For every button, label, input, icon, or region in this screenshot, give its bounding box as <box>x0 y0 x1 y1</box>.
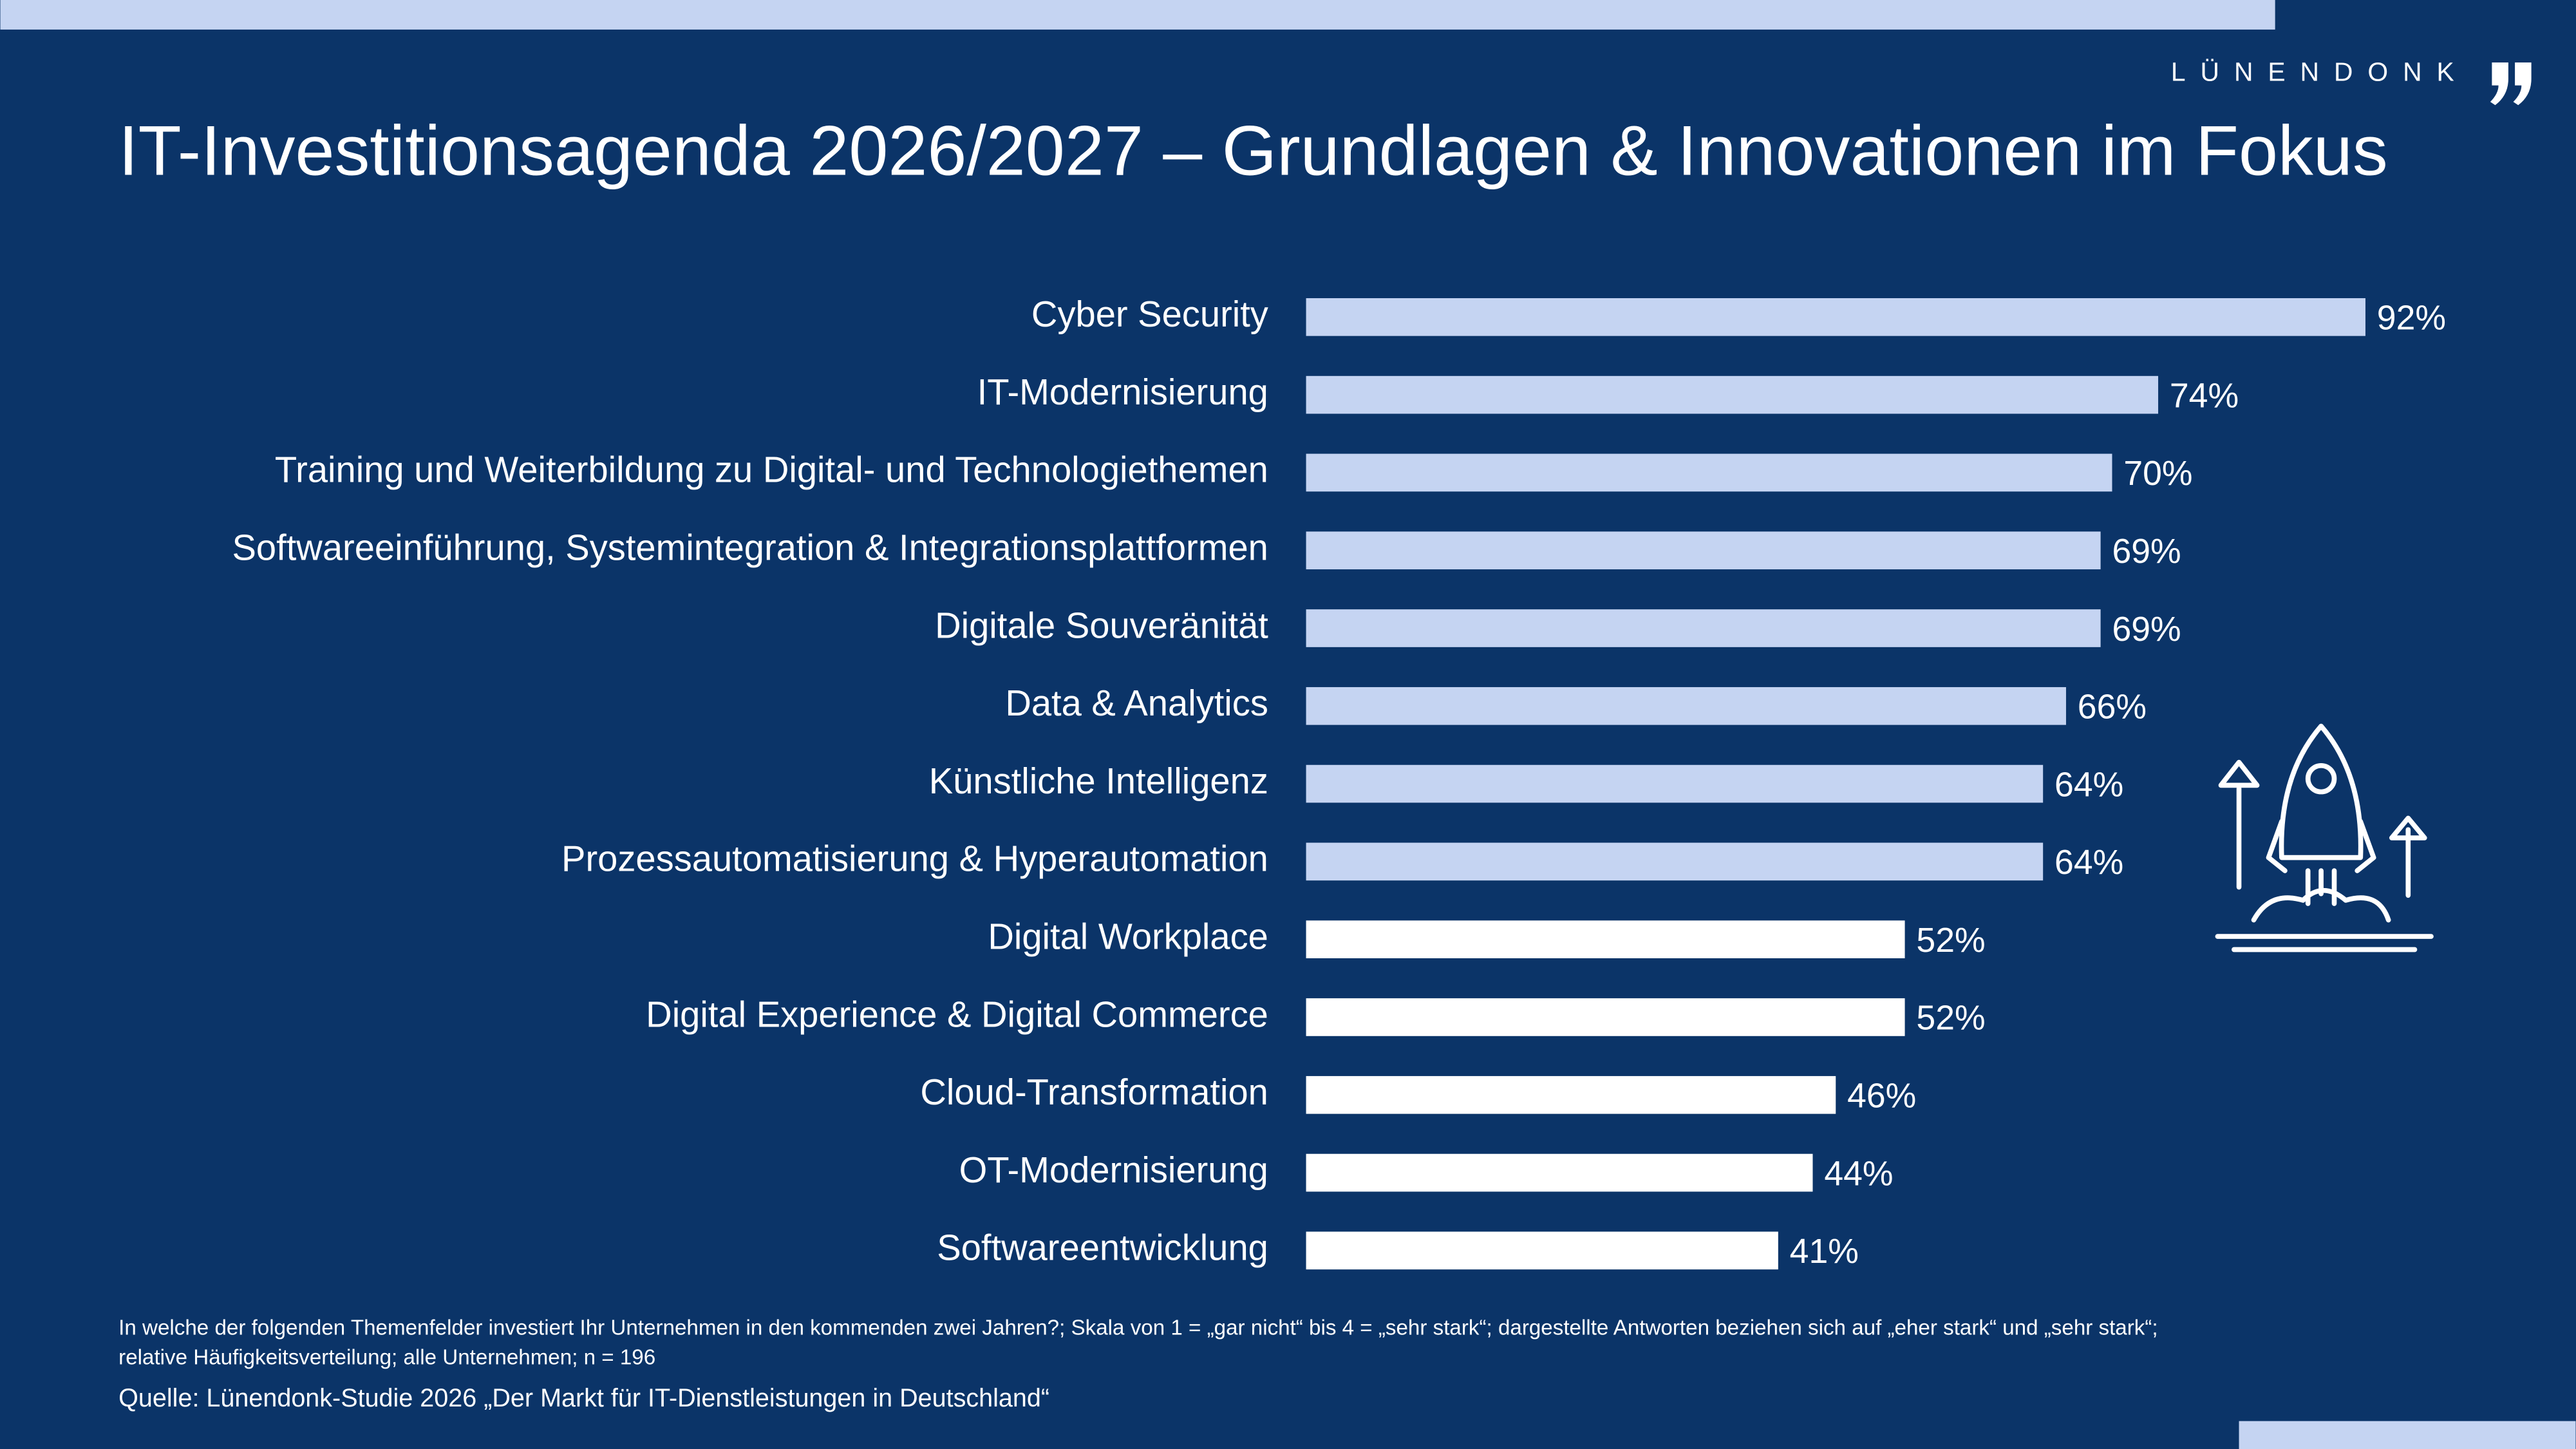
category-label: Data & Analytics <box>1005 683 1268 723</box>
note-line: relative Häufigkeitsverteilung; alle Unt… <box>118 1345 655 1369</box>
value-label: 66% <box>2078 688 2147 726</box>
value-label: 64% <box>2054 766 2123 804</box>
category-label: Prozessautomatisierung & Hyperautomation <box>561 838 1268 879</box>
category-label: Digital Experience & Digital Commerce <box>646 994 1268 1034</box>
value-label: 52% <box>1916 999 1985 1037</box>
value-label: 41% <box>1790 1233 1859 1271</box>
category-label: OT-Modernisierung <box>959 1150 1268 1190</box>
bar <box>1306 375 2159 414</box>
value-label: 64% <box>2054 844 2123 882</box>
bar <box>1306 609 2101 647</box>
source: Quelle: Lünendonk-Studie 2026 „Der Markt… <box>118 1384 1049 1412</box>
category-label: Cloud-Transformation <box>920 1072 1268 1112</box>
value-label: 46% <box>1847 1077 1916 1115</box>
bar <box>1306 842 2044 881</box>
category-label: Training und Weiterbildung zu Digital- u… <box>275 450 1268 490</box>
category-label: Digitale Souveränität <box>935 605 1268 645</box>
bar <box>1306 998 1905 1036</box>
bar <box>1306 920 1905 959</box>
value-label: 92% <box>2377 299 2446 337</box>
bar <box>1306 687 2066 725</box>
top-band <box>0 0 2275 30</box>
category-label: Digital Workplace <box>988 916 1268 957</box>
category-label: Cyber Security <box>1031 294 1268 334</box>
value-label: 69% <box>2112 611 2181 649</box>
value-label: 74% <box>2170 377 2239 415</box>
logo-mark <box>2490 62 2532 106</box>
bar <box>1306 764 2044 803</box>
bottom-band <box>2239 1421 2576 1449</box>
value-label: 69% <box>2112 533 2181 571</box>
value-label: 52% <box>1916 922 1985 960</box>
bar <box>1306 1231 1778 1270</box>
category-label: Softwareentwicklung <box>937 1227 1268 1268</box>
bar <box>1306 1075 1836 1114</box>
bar <box>1306 531 2101 570</box>
note-line: In welche der folgenden Themenfelder inv… <box>118 1316 2158 1340</box>
chart-title: IT-Investitionsagenda 2026/2027 – Grundl… <box>118 111 2388 190</box>
category-label: IT-Modernisierung <box>977 372 1268 412</box>
category-label: Softwareeinführung, Systemintegration & … <box>232 527 1268 568</box>
value-label: 44% <box>1824 1155 1893 1193</box>
bar <box>1306 298 2365 336</box>
bar <box>1306 453 2112 492</box>
logo: LÜNENDONK <box>2171 57 2469 87</box>
bar <box>1306 1153 1813 1192</box>
category-label: Künstliche Intelligenz <box>929 761 1268 801</box>
rocket-icon <box>2215 723 2434 952</box>
value-label: 70% <box>2123 455 2192 493</box>
